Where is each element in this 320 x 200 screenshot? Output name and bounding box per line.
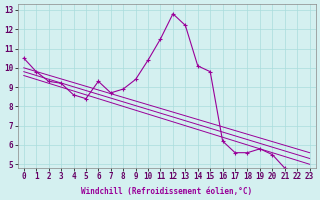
X-axis label: Windchill (Refroidissement éolien,°C): Windchill (Refroidissement éolien,°C) (81, 187, 252, 196)
